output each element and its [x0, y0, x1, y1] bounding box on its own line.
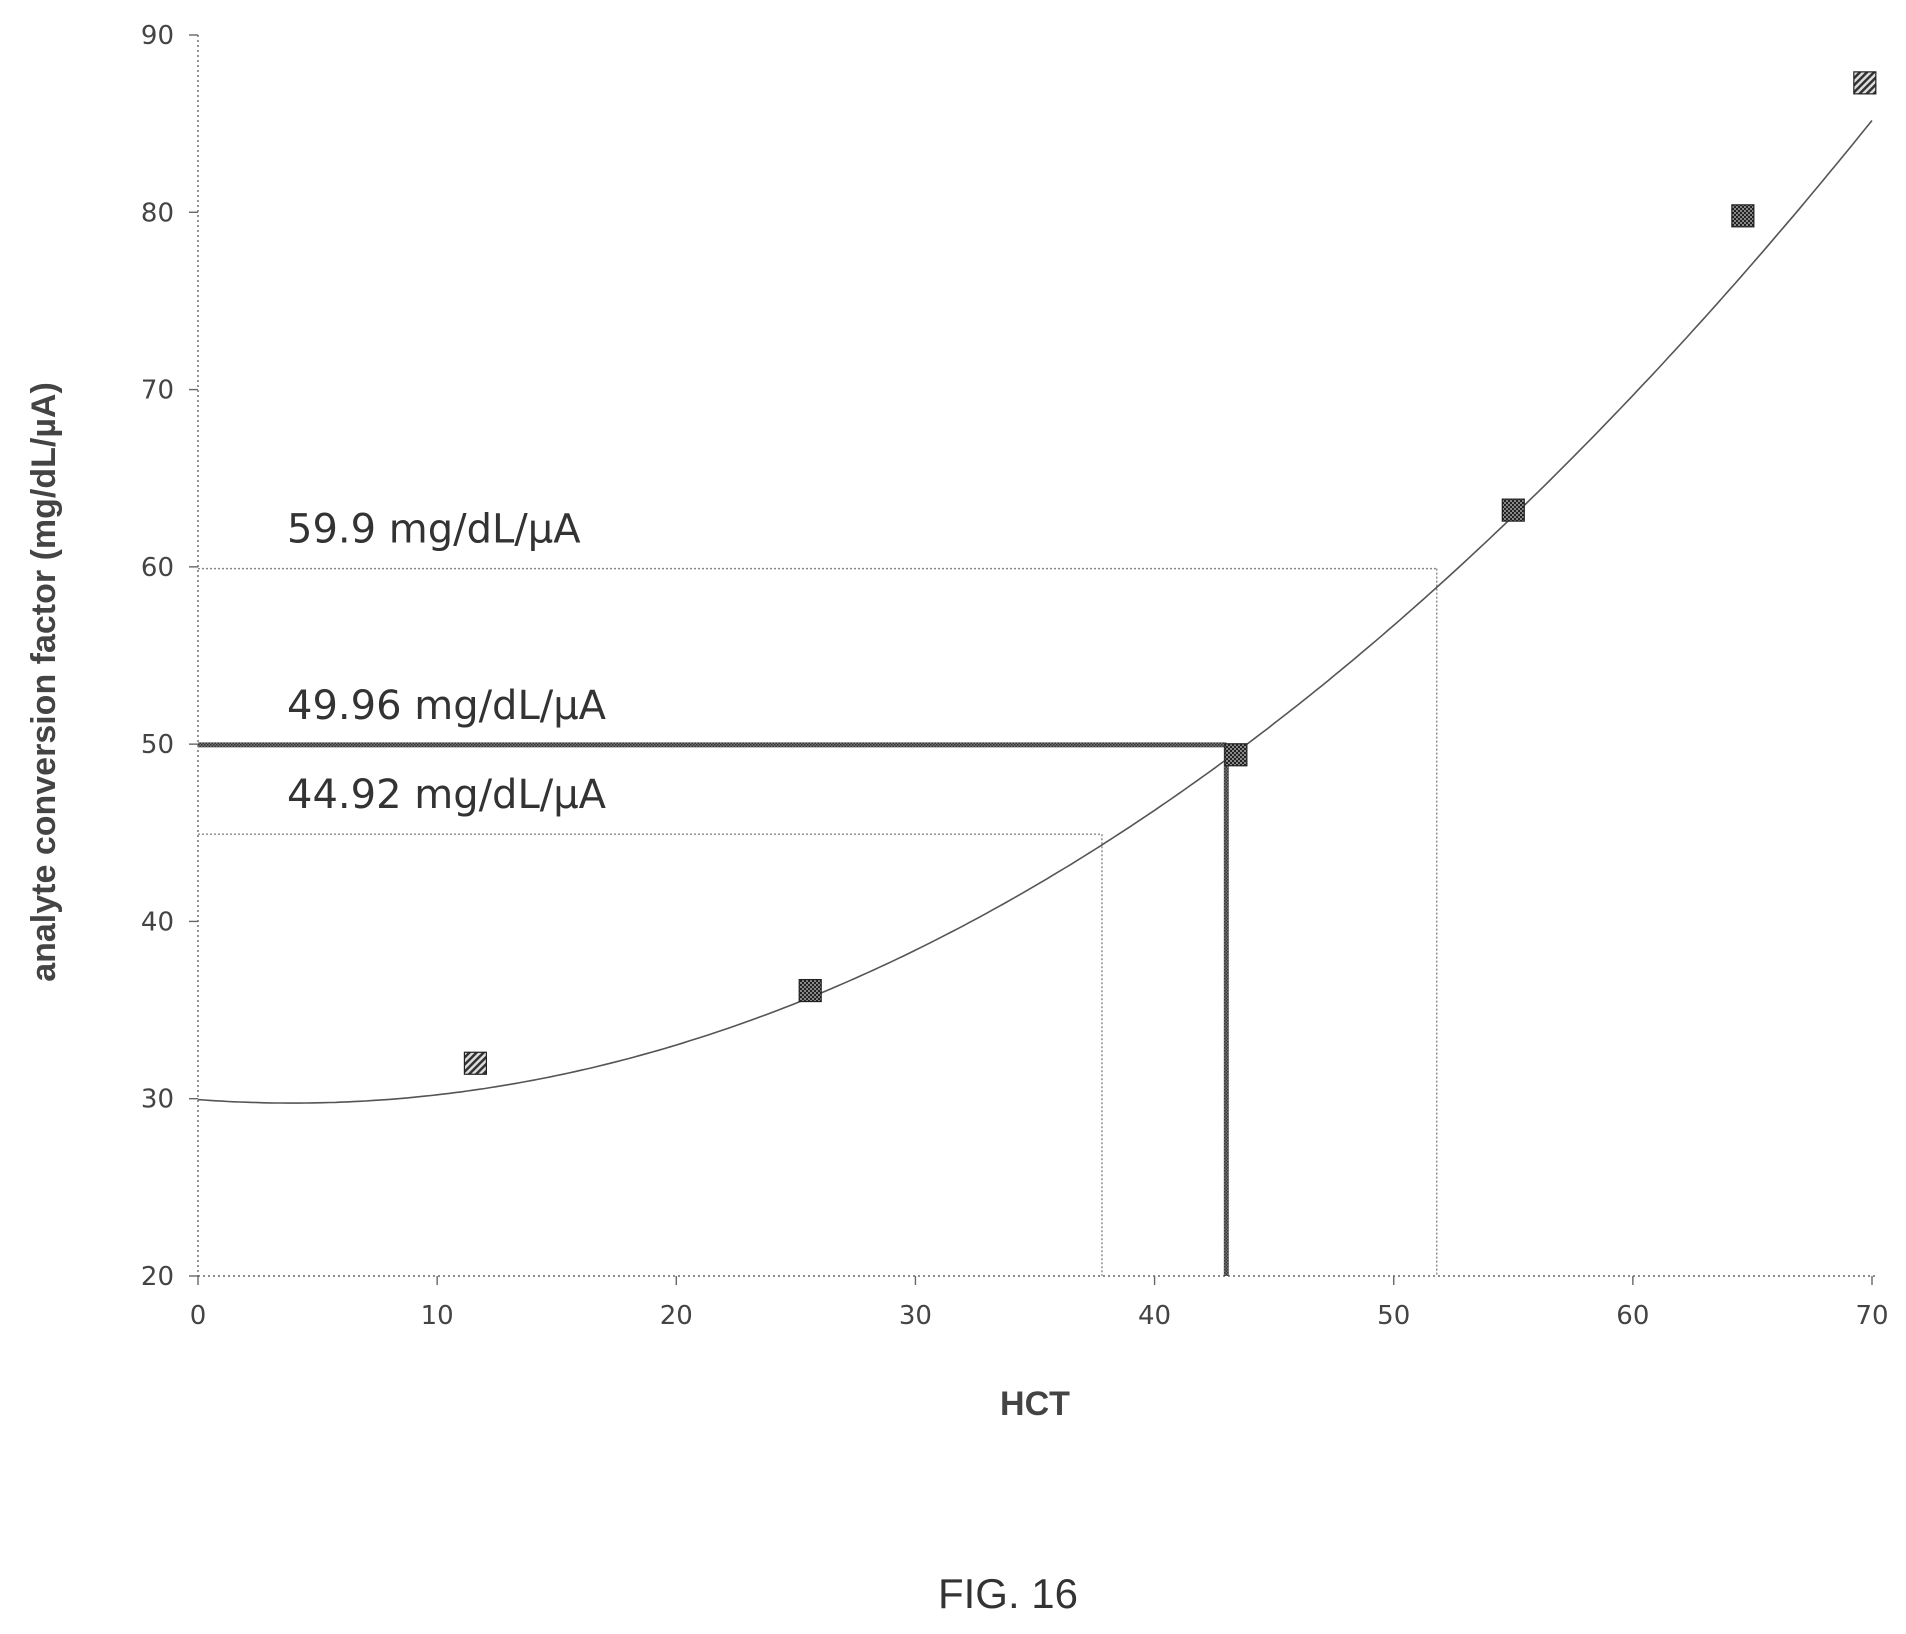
data-point	[1224, 743, 1248, 767]
y-tick-label: 70	[141, 376, 174, 406]
y-tick-label: 90	[141, 21, 174, 51]
y-axis-ticks: 20 30 40 50 60 70 80 90	[141, 21, 198, 1292]
x-tick-label: 70	[1855, 1301, 1888, 1331]
reference-labels: 59.9 mg/dL/μA 49.96 mg/dL/μA 44.92 mg/dL/μ…	[287, 507, 607, 819]
fit-curve	[197, 119, 1873, 1104]
x-axis-ticks: 0 10 20 30 40 50 60 70	[190, 1276, 1889, 1331]
x-tick-label: 0	[190, 1301, 207, 1331]
x-tick-label: 20	[660, 1301, 693, 1331]
y-tick-label: 60	[141, 553, 174, 583]
x-tick-label: 50	[1377, 1301, 1410, 1331]
data-points	[463, 71, 1877, 1075]
reference-label: 44.92 mg/dL/μA	[287, 772, 607, 818]
x-tick-label: 10	[421, 1301, 454, 1331]
x-axis-label: HCT	[1000, 1385, 1070, 1423]
reference-lines	[198, 567, 1438, 1276]
data-point	[1853, 71, 1877, 95]
reference-label: 49.96 mg/dL/μA	[287, 683, 607, 729]
reference-label: 59.9 mg/dL/μA	[287, 507, 581, 553]
figure-label: FIG. 16	[938, 1570, 1078, 1617]
y-tick-label: 50	[141, 730, 174, 760]
y-tick-label: 20	[141, 1262, 174, 1292]
axes	[197, 35, 1878, 1277]
y-tick-label: 80	[141, 198, 174, 228]
data-point	[798, 978, 822, 1003]
x-tick-label: 40	[1138, 1301, 1171, 1331]
y-tick-label: 40	[141, 907, 174, 937]
y-tick-label: 30	[141, 1085, 174, 1115]
x-tick-label: 60	[1616, 1301, 1649, 1331]
x-tick-label: 30	[899, 1301, 932, 1331]
data-point	[1731, 204, 1755, 228]
y-axis-label: analyte conversion factor (mg/dL/µA)	[25, 382, 63, 982]
data-point	[463, 1051, 488, 1075]
data-point	[1501, 498, 1525, 522]
